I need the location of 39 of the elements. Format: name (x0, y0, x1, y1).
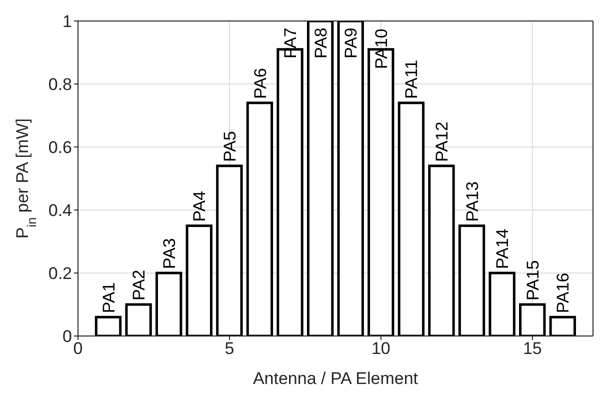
bar (186, 224, 212, 336)
bar (549, 316, 576, 336)
annotation: PA12 (432, 122, 452, 162)
bar (337, 21, 364, 336)
bar (155, 272, 182, 336)
annotation: PA11 (402, 60, 422, 99)
bar (398, 102, 425, 336)
x-tick-label: 5 (224, 339, 234, 358)
annotation: PA3 (160, 238, 179, 269)
bar (94, 316, 122, 336)
y-tick-label: 1 (62, 12, 72, 32)
y-tick-label: 0.6 (48, 138, 72, 158)
annotation: PA4 (190, 190, 210, 222)
y-tick-label: 0.4 (48, 201, 72, 220)
bar (519, 303, 546, 336)
annotation: PA16 (554, 272, 573, 314)
annotation: PA13 (462, 181, 482, 222)
annotation: PA15 (523, 260, 542, 300)
y-tick-label: 0.2 (48, 264, 72, 284)
y-tick-label: 0.8 (48, 75, 72, 94)
bar (125, 303, 152, 336)
x-axis-title: Antenna / PA Element (252, 369, 418, 388)
annotation: PA10 (372, 28, 391, 69)
annotation: PA9 (342, 28, 361, 58)
annotation: PA6 (250, 68, 270, 99)
annotation: PA1 (99, 282, 118, 314)
annotation: PA2 (130, 270, 149, 300)
annotation: PA5 (220, 131, 240, 162)
annotation: PA14 (493, 228, 512, 269)
bar (488, 272, 516, 336)
annotation: PA8 (311, 28, 330, 58)
y-tick-label: 0 (62, 327, 72, 346)
x-tick-label: 10 (371, 339, 390, 358)
bar (458, 224, 486, 336)
bar (428, 164, 455, 336)
bar (246, 102, 274, 336)
x-tick-label: 15 (522, 339, 542, 358)
bar (216, 164, 243, 336)
bar (306, 21, 334, 336)
